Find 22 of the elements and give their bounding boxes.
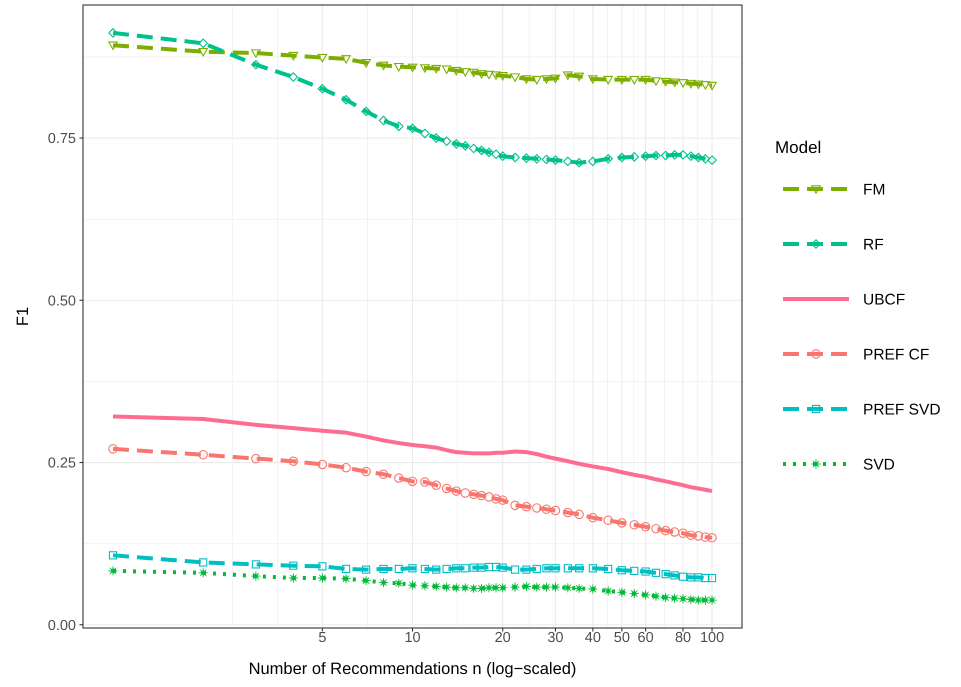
legend-label: PREF CF	[863, 346, 930, 364]
y-tick-label: 0.00	[48, 618, 76, 634]
x-tick-label: 50	[614, 630, 630, 646]
legend-label: UBCF	[863, 291, 906, 308]
x-tick-label: 80	[674, 630, 692, 646]
y-axis-title: F1	[14, 306, 32, 326]
legend-label: SVD	[863, 456, 895, 474]
x-tick-label: 100	[700, 630, 724, 646]
legend-label: FM	[863, 181, 886, 198]
x-tick-label: 60	[638, 630, 654, 646]
x-axis-title: Number of Recommendations n (log−scaled)	[248, 660, 576, 678]
legend-label: PREF SVD	[863, 401, 941, 418]
x-tick-label: 30	[547, 630, 564, 646]
y-tick-label: 0.25	[48, 456, 76, 472]
legend-title: Model	[775, 138, 822, 157]
x-tick-label: 5	[318, 630, 326, 646]
y-tick-label: 0.75	[48, 131, 76, 148]
x-tick-label: 10	[404, 630, 421, 646]
y-tick-label: 0.50	[48, 293, 76, 310]
legend-label: RF	[863, 236, 884, 254]
x-tick-label: 20	[494, 630, 511, 646]
x-tick-label: 40	[584, 630, 601, 646]
